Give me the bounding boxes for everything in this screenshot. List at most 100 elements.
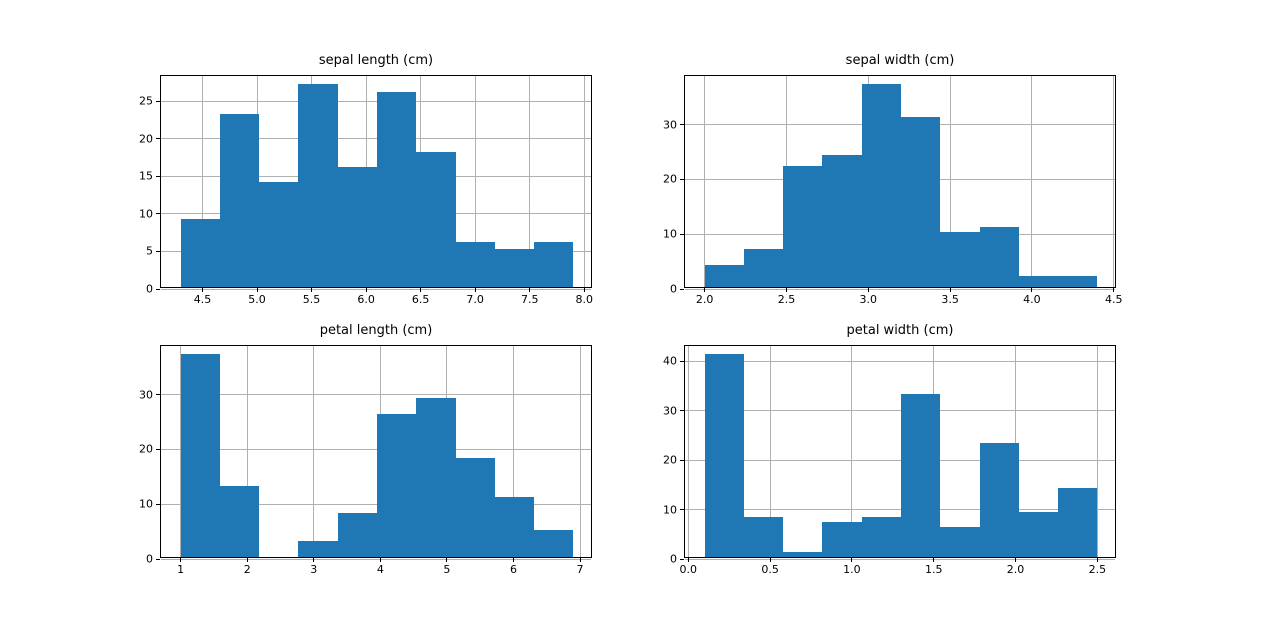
subplot-sepal-length: sepal length (cm) 05101520254.55.05.56.0…	[160, 75, 592, 288]
gridline-horizontal	[161, 101, 591, 102]
histogram-bar	[744, 517, 783, 557]
x-tick	[1015, 558, 1016, 562]
y-tick-label: 10	[139, 498, 153, 511]
gridline-vertical	[313, 346, 314, 557]
histogram-bar	[495, 497, 534, 557]
histogram-bar	[783, 552, 822, 557]
y-tick	[156, 251, 160, 252]
histogram-bar	[1019, 512, 1058, 557]
y-tick	[680, 410, 684, 411]
gridline-vertical	[584, 76, 585, 287]
x-tick-label: 6.0	[357, 293, 375, 306]
y-tick	[156, 394, 160, 395]
histogram-bar	[534, 530, 573, 557]
y-tick-label: 30	[139, 388, 153, 401]
x-tick	[580, 558, 581, 562]
histogram-bar	[377, 92, 416, 287]
gridline-horizontal	[161, 289, 591, 290]
gridline-horizontal	[685, 289, 1115, 290]
plot-area: 01020302.02.53.03.54.04.5	[684, 75, 1116, 288]
histogram-bar	[298, 541, 337, 557]
histogram-bar	[1058, 276, 1097, 287]
histogram-bar	[901, 394, 940, 557]
histogram-bar	[822, 522, 861, 557]
gridline-horizontal	[685, 509, 1115, 510]
x-tick	[688, 558, 689, 562]
histogram-bar	[338, 513, 377, 557]
histogram-bar	[181, 354, 220, 557]
histogram-bar	[862, 517, 901, 557]
x-tick-label: 2.5	[778, 293, 796, 306]
histogram-bar	[901, 117, 940, 287]
y-tick	[680, 124, 684, 125]
chart-title: sepal length (cm)	[160, 53, 592, 68]
histogram-bar	[456, 458, 495, 557]
y-tick	[156, 449, 160, 450]
subplot-petal-length: petal length (cm) 01020301234567	[160, 345, 592, 558]
x-tick-label: 1.5	[925, 563, 943, 576]
x-tick-label: 4.0	[1023, 293, 1041, 306]
histogram-bar	[495, 249, 534, 287]
histogram-bar	[377, 414, 416, 557]
x-tick-label: 4.5	[1105, 293, 1123, 306]
chart-title: sepal width (cm)	[684, 53, 1116, 68]
x-tick	[786, 288, 787, 292]
x-tick-label: 2.0	[696, 293, 714, 306]
y-tick-label: 20	[663, 173, 677, 186]
gridline-vertical	[688, 346, 689, 557]
x-tick-label: 1.0	[843, 563, 861, 576]
x-tick	[1113, 288, 1114, 292]
y-tick-label: 20	[139, 443, 153, 456]
y-tick-label: 20	[139, 132, 153, 145]
histogram-bar	[980, 227, 1019, 287]
x-tick	[950, 288, 951, 292]
histogram-bar	[456, 242, 495, 287]
x-tick-label: 3.5	[941, 293, 959, 306]
y-tick-label: 0	[670, 283, 677, 296]
x-tick-label: 3.0	[860, 293, 878, 306]
x-tick	[513, 558, 514, 562]
histogram-bar	[338, 167, 377, 287]
x-tick-label: 6	[510, 563, 517, 576]
x-tick-label: 7.5	[521, 293, 539, 306]
subplot-petal-width: petal width (cm) 0102030400.00.51.01.52.…	[684, 345, 1116, 558]
y-tick-label: 25	[139, 95, 153, 108]
y-tick-label: 30	[663, 118, 677, 131]
y-tick	[156, 504, 160, 505]
x-tick-label: 2	[244, 563, 251, 576]
x-tick	[446, 558, 447, 562]
chart-title: petal length (cm)	[160, 323, 592, 338]
gridline-horizontal	[161, 394, 591, 395]
x-tick	[257, 288, 258, 292]
x-tick-label: 7.0	[466, 293, 484, 306]
gridline-horizontal	[685, 410, 1115, 411]
histogram-bar	[744, 249, 783, 287]
x-tick	[180, 558, 181, 562]
gridline-horizontal	[161, 559, 591, 560]
chart-title: petal width (cm)	[684, 323, 1116, 338]
histogram-bar	[980, 443, 1019, 557]
y-tick	[156, 559, 160, 560]
gridline-horizontal	[685, 559, 1115, 560]
gridline-horizontal	[161, 449, 591, 450]
x-tick	[584, 288, 585, 292]
histogram-bar	[220, 486, 259, 557]
x-tick-label: 4.5	[194, 293, 212, 306]
y-tick	[156, 213, 160, 214]
x-tick	[770, 558, 771, 562]
x-tick	[868, 288, 869, 292]
histogram-bar	[1058, 488, 1097, 557]
x-tick-label: 4	[377, 563, 384, 576]
x-tick	[380, 558, 381, 562]
x-tick-label: 3	[310, 563, 317, 576]
x-tick	[202, 288, 203, 292]
x-tick	[704, 288, 705, 292]
y-tick	[680, 234, 684, 235]
histogram-bar	[259, 182, 298, 287]
x-tick-label: 5	[443, 563, 450, 576]
x-tick-label: 8.0	[576, 293, 594, 306]
x-tick-label: 1	[177, 563, 184, 576]
histogram-bar	[783, 166, 822, 287]
plot-area: 05101520254.55.05.56.06.57.07.58.0	[160, 75, 592, 288]
x-tick	[1097, 558, 1098, 562]
